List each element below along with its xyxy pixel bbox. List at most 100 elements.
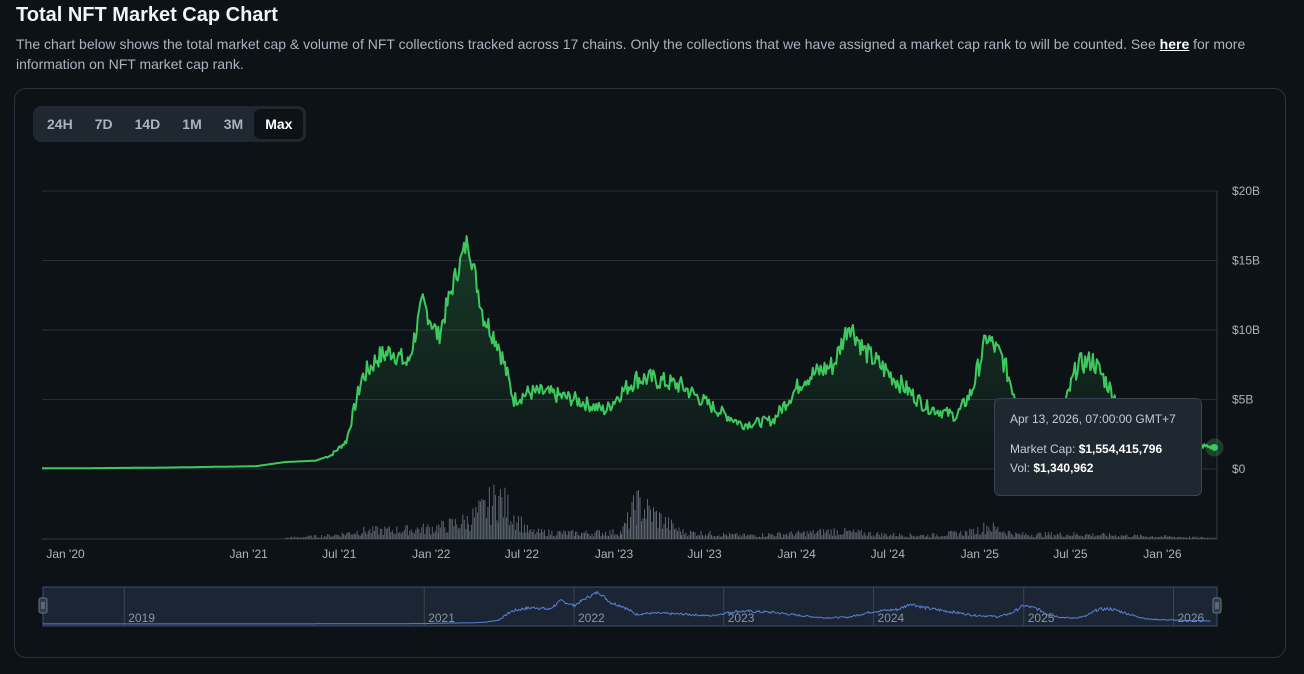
volume-bar (1049, 535, 1051, 539)
volume-bar (745, 536, 747, 539)
volume-bar (415, 529, 417, 539)
volume-bar (385, 528, 387, 539)
volume-bar (537, 528, 539, 539)
volume-bar (536, 531, 538, 539)
volume-bar (1019, 533, 1021, 539)
volume-bar (1116, 537, 1118, 539)
volume-bar (402, 531, 404, 539)
volume-bar (297, 537, 299, 539)
tab-7d[interactable]: 7D (94, 116, 113, 132)
volume-bar (352, 534, 354, 539)
volume-bar (995, 529, 997, 539)
volume-bar (286, 537, 288, 539)
volume-bar (1061, 535, 1063, 539)
volume-bar (727, 536, 729, 539)
volume-bar (1210, 538, 1211, 539)
volume-bar (1211, 537, 1213, 539)
volume-bar (561, 534, 563, 539)
x-tick-label: Jan '20 (46, 547, 85, 561)
tab-3m[interactable]: 3M (223, 116, 244, 132)
volume-bar (624, 522, 625, 539)
volume-bar (970, 529, 972, 539)
volume-bar (897, 536, 899, 539)
volume-bar (288, 538, 290, 539)
volume-bar (569, 531, 571, 539)
volume-bar (753, 535, 755, 539)
volume-bar (696, 536, 697, 539)
volume-bar (1145, 536, 1147, 539)
volume-bar (545, 536, 547, 539)
volume-bar (384, 526, 386, 539)
volume-bar (1003, 531, 1005, 539)
volume-bar (899, 533, 901, 539)
volume-bar (784, 534, 786, 539)
volume-bar (859, 531, 861, 539)
volume-bar (900, 535, 902, 539)
volume-bar (466, 515, 468, 539)
volume-bar (1017, 533, 1019, 539)
volume-bar (1038, 532, 1040, 539)
x-tick-label: Jan '22 (412, 547, 451, 561)
tab-max[interactable]: Max (254, 109, 304, 139)
volume-bar (291, 536, 293, 539)
volume-bar (294, 536, 296, 539)
volume-bar (457, 528, 459, 539)
volume-bar (792, 533, 794, 539)
market-cap-rank-link[interactable]: here (1159, 36, 1190, 52)
volume-bar (381, 528, 383, 539)
volume-bar (491, 505, 493, 539)
volume-bar (937, 536, 939, 539)
volume-bar (465, 529, 467, 539)
volume-bar (756, 537, 758, 539)
volume-bar (1135, 535, 1137, 539)
volume-bar (614, 535, 615, 539)
volume-bar (409, 530, 411, 539)
tab-1m[interactable]: 1M (182, 116, 202, 132)
volume-bar (964, 530, 966, 539)
volume-bar (587, 533, 588, 539)
x-tick-label: Jul '21 (322, 547, 357, 561)
volume-bar (682, 529, 684, 539)
volume-bar (499, 489, 501, 539)
volume-bar (830, 529, 832, 539)
tab-24h[interactable]: 24H (47, 116, 73, 132)
volume-bar (448, 518, 450, 539)
navigator-handle-right[interactable] (1212, 597, 1222, 614)
volume-bar (691, 532, 693, 539)
volume-bar (431, 526, 433, 539)
navigator-handle-left[interactable] (38, 597, 48, 614)
volume-bar (572, 530, 574, 539)
volume-bar (620, 530, 621, 539)
volume-bar (413, 533, 415, 539)
volume-bar (369, 528, 371, 539)
volume-bar (478, 500, 480, 539)
volume-bar (742, 535, 744, 539)
volume-bar (765, 536, 767, 539)
volume-bar (821, 535, 823, 539)
volume-bar (906, 537, 908, 539)
tab-14d[interactable]: 14D (134, 116, 161, 132)
volume-bar (1136, 534, 1138, 539)
volume-bar (1006, 535, 1008, 539)
volume-bar (836, 530, 838, 539)
volume-bar (909, 533, 911, 539)
volume-bar (367, 531, 369, 539)
volume-bar (304, 537, 306, 539)
volume-bar (641, 521, 642, 539)
volume-bar (657, 527, 659, 539)
volume-bar (803, 531, 805, 539)
volume-bar (399, 531, 401, 539)
page-title: Total NFT Market Cap Chart (16, 4, 278, 26)
volume-bar (939, 536, 941, 539)
volume-bar (1180, 537, 1181, 539)
volume-bar (994, 526, 996, 539)
volume-bar (1195, 537, 1196, 539)
volume-bar (853, 529, 855, 539)
volume-bar (340, 536, 342, 539)
volume-bar (525, 532, 527, 539)
volume-bar (902, 535, 904, 539)
volume-bar (1105, 535, 1107, 539)
volume-bar (330, 537, 332, 539)
x-tick-label: Jan '26 (1143, 547, 1182, 561)
